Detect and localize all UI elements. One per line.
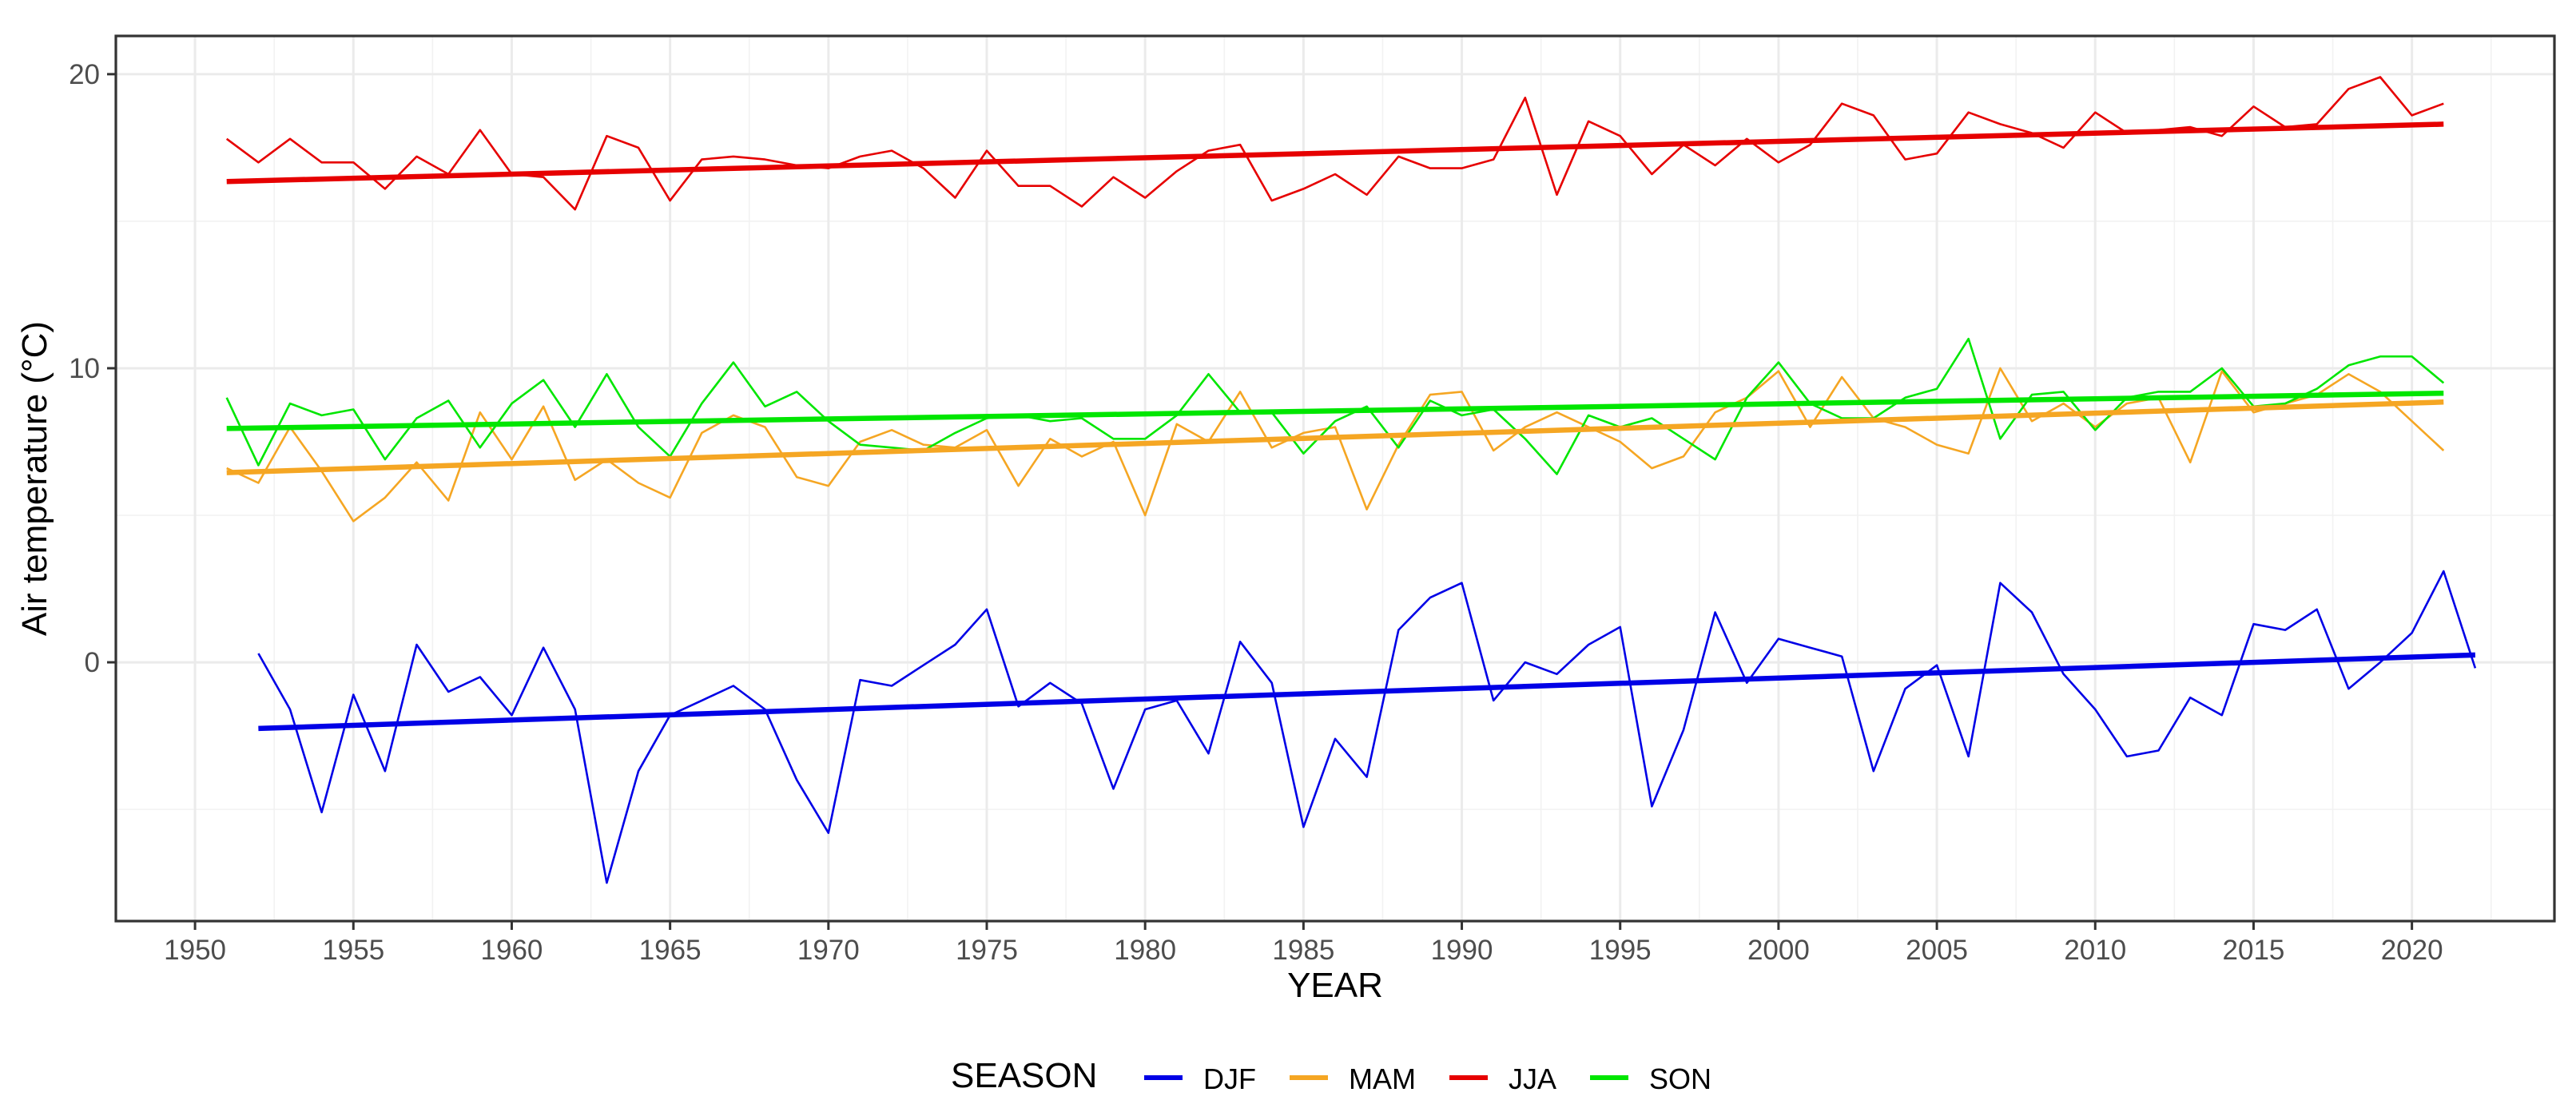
series-line-djf [257,570,2477,884]
x-tick-label: 1950 [164,935,226,966]
trend-line-djf [258,652,2476,732]
x-tick-label: 1985 [1272,935,1334,966]
x-tick-label: 1970 [797,935,860,966]
x-axis-title: YEAR [1287,966,1383,1005]
legend-label-djf: DJF [1203,1062,1256,1095]
x-tick-label: 2005 [1906,935,1968,966]
x-tick-label: 1990 [1431,935,1493,966]
trend-layer [226,121,2476,732]
y-axis: 0 10 20 [69,59,116,678]
x-tick-label: 2010 [2064,935,2126,966]
trend-line-jja [226,121,2444,185]
grid-major [116,36,2554,921]
y-tick-label: 20 [69,59,100,90]
x-tick-label: 2000 [1747,935,1810,966]
legend-label-mam: MAM [1349,1062,1416,1095]
y-tick-label: 10 [69,353,100,384]
legend-label-jja: JJA [1509,1062,1556,1095]
x-tick-label: 2015 [2223,935,2285,966]
x-tick-label: 1980 [1114,935,1176,966]
x-tick-label: 1965 [639,935,702,966]
series-line-son [225,337,2445,475]
legend-title: SEASON [951,1056,1097,1095]
x-axis: 1950 1955 1960 1965 1970 1975 1980 1985 1990 1995… [164,921,2443,966]
trend-line-son [226,390,2444,431]
panel-background-rect [116,36,2554,921]
grid-minor [116,36,2554,921]
x-tick-label: 1960 [481,935,543,966]
x-tick-label: 1955 [322,935,384,966]
trend-line-mam [226,399,2444,475]
x-tick-label: 1995 [1589,935,1652,966]
panel-background [116,36,2554,921]
y-axis-title: Air temperature (°C) [15,321,54,636]
legend-label-son: SON [1649,1062,1711,1095]
x-tick-label: 2020 [2381,935,2443,966]
panel-border [114,34,2556,923]
y-tick-label: 0 [85,647,100,678]
legend: SEASON DJF MAM JJA SON [951,1056,1711,1095]
x-tick-label: 1975 [956,935,1018,966]
